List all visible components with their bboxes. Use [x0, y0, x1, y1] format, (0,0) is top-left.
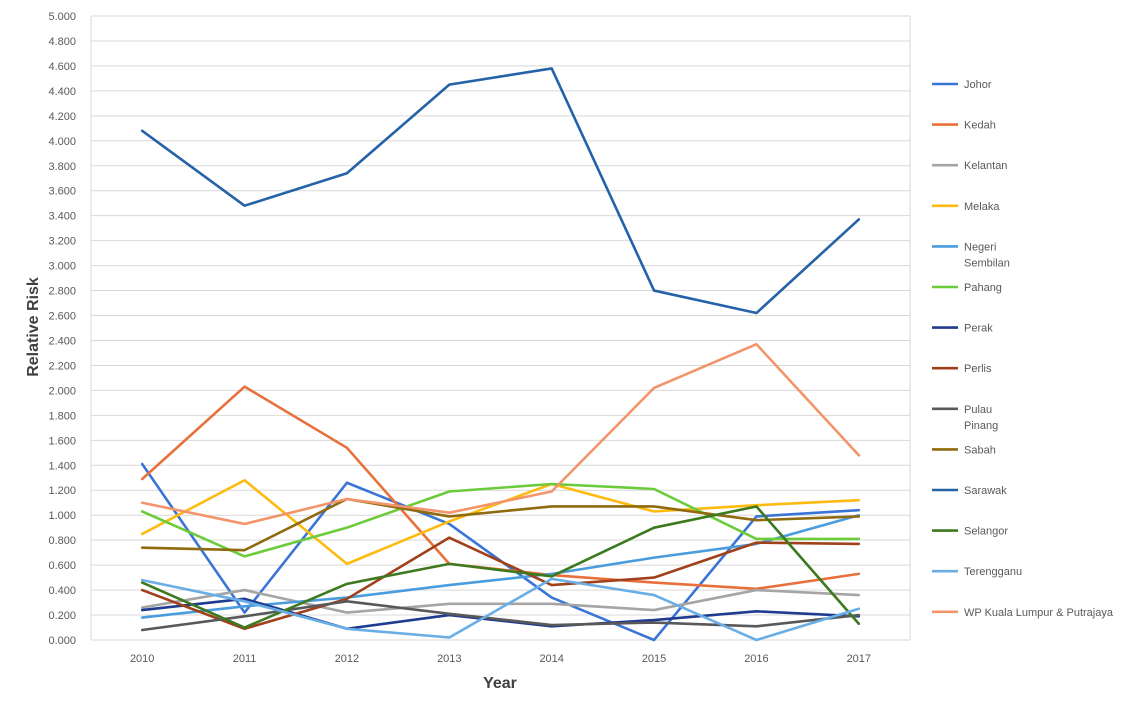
- legend-label-sarawak: Sarawak: [964, 485, 1007, 497]
- y-tick-label: 1.800: [48, 410, 76, 422]
- series-line-wp-kuala-lumpur-putrajaya: [140, 342, 861, 526]
- y-tick-label: 2.200: [48, 360, 76, 372]
- y-tick-label: 0.200: [48, 610, 76, 622]
- legend-label-kelantan: Kelantan: [964, 160, 1007, 172]
- legend-label-melaka: Melaka: [964, 201, 1000, 213]
- y-tick-label: 2.000: [48, 385, 76, 397]
- y-tick-label: 2.600: [48, 311, 76, 323]
- legend-label-johor: Johor: [964, 79, 992, 91]
- x-tick-label: 2012: [335, 653, 359, 665]
- y-tick-label: 1.600: [48, 435, 76, 447]
- y-tick-label: 1.000: [48, 510, 76, 522]
- y-tick-label: 2.400: [48, 335, 76, 347]
- series-line-perlis: [140, 536, 861, 631]
- series-line-kelantan: [140, 588, 861, 614]
- y-tick-label: 4.000: [48, 136, 76, 148]
- legend-label-pahang: Pahang: [964, 282, 1002, 294]
- y-tick-label: 3.000: [48, 261, 76, 273]
- y-tick-label: 0.400: [48, 585, 76, 597]
- y-tick-label: 4.600: [48, 61, 76, 73]
- series-line-sabah: [140, 497, 861, 552]
- y-axis-ticks: 0.000 0.200 0.400 0.600 0.800 1.000 1.200 1.400…: [48, 11, 76, 647]
- y-tick-label: 1.200: [48, 485, 76, 497]
- legend: Johor Kedah Kelantan Melaka Negeri Sembilan Pa…: [932, 79, 1114, 619]
- x-tick-label: 2014: [539, 653, 563, 665]
- x-tick-label: 2013: [437, 653, 461, 665]
- x-tick-label: 2017: [847, 653, 871, 665]
- series-line-pulau-pinang: [140, 600, 861, 632]
- x-tick-label: 2011: [233, 653, 257, 665]
- legend-label-pulau-pinang: Pulau Pinang: [964, 404, 998, 432]
- y-tick-label: 4.800: [48, 36, 76, 48]
- legend-label-terengganu: Terengganu: [964, 566, 1022, 578]
- x-tick-label: 2010: [130, 653, 154, 665]
- y-tick-label: 4.200: [48, 111, 76, 123]
- legend-label-wp-kuala-lumpur-putrajaya: WP Kuala Lumpur & Putrajaya: [964, 607, 1114, 619]
- series-line-terengganu: [140, 577, 861, 642]
- legend-label-perlis: Perlis: [964, 363, 992, 375]
- y-tick-label: 5.000: [48, 11, 76, 23]
- y-tick-label: 3.400: [48, 211, 76, 223]
- legend-label-negeri-sembilan: Negeri Sembilan: [964, 241, 1010, 269]
- x-axis-ticks: 2010 2011 2012 2013 2014 2015 2016 2017: [130, 653, 871, 665]
- y-tick-label: 4.400: [48, 86, 76, 98]
- x-tick-label: 2016: [744, 653, 768, 665]
- y-tick-label: 3.800: [48, 161, 76, 173]
- legend-label-sabah: Sabah: [964, 444, 996, 456]
- y-tick-label: 2.800: [48, 286, 76, 298]
- y-tick-label: 3.200: [48, 236, 76, 248]
- gridlines: [90, 15, 911, 641]
- y-tick-label: 0.600: [48, 560, 76, 572]
- series-line-pahang: [140, 482, 861, 558]
- x-axis-title: Year: [483, 675, 517, 692]
- y-tick-label: 0.000: [48, 635, 76, 647]
- legend-label-perak: Perak: [964, 323, 993, 335]
- y-tick-label: 0.800: [48, 535, 76, 547]
- series-line-selangor: [140, 505, 861, 629]
- legend-label-kedah: Kedah: [964, 120, 996, 132]
- y-axis-title: Relative Risk: [25, 277, 42, 377]
- y-tick-label: 3.600: [48, 186, 76, 198]
- series-line-sarawak: [140, 67, 861, 315]
- y-tick-label: 1.400: [48, 460, 76, 472]
- legend-label-selangor: Selangor: [964, 526, 1008, 538]
- series-lines: [140, 67, 861, 642]
- x-tick-label: 2015: [642, 653, 666, 665]
